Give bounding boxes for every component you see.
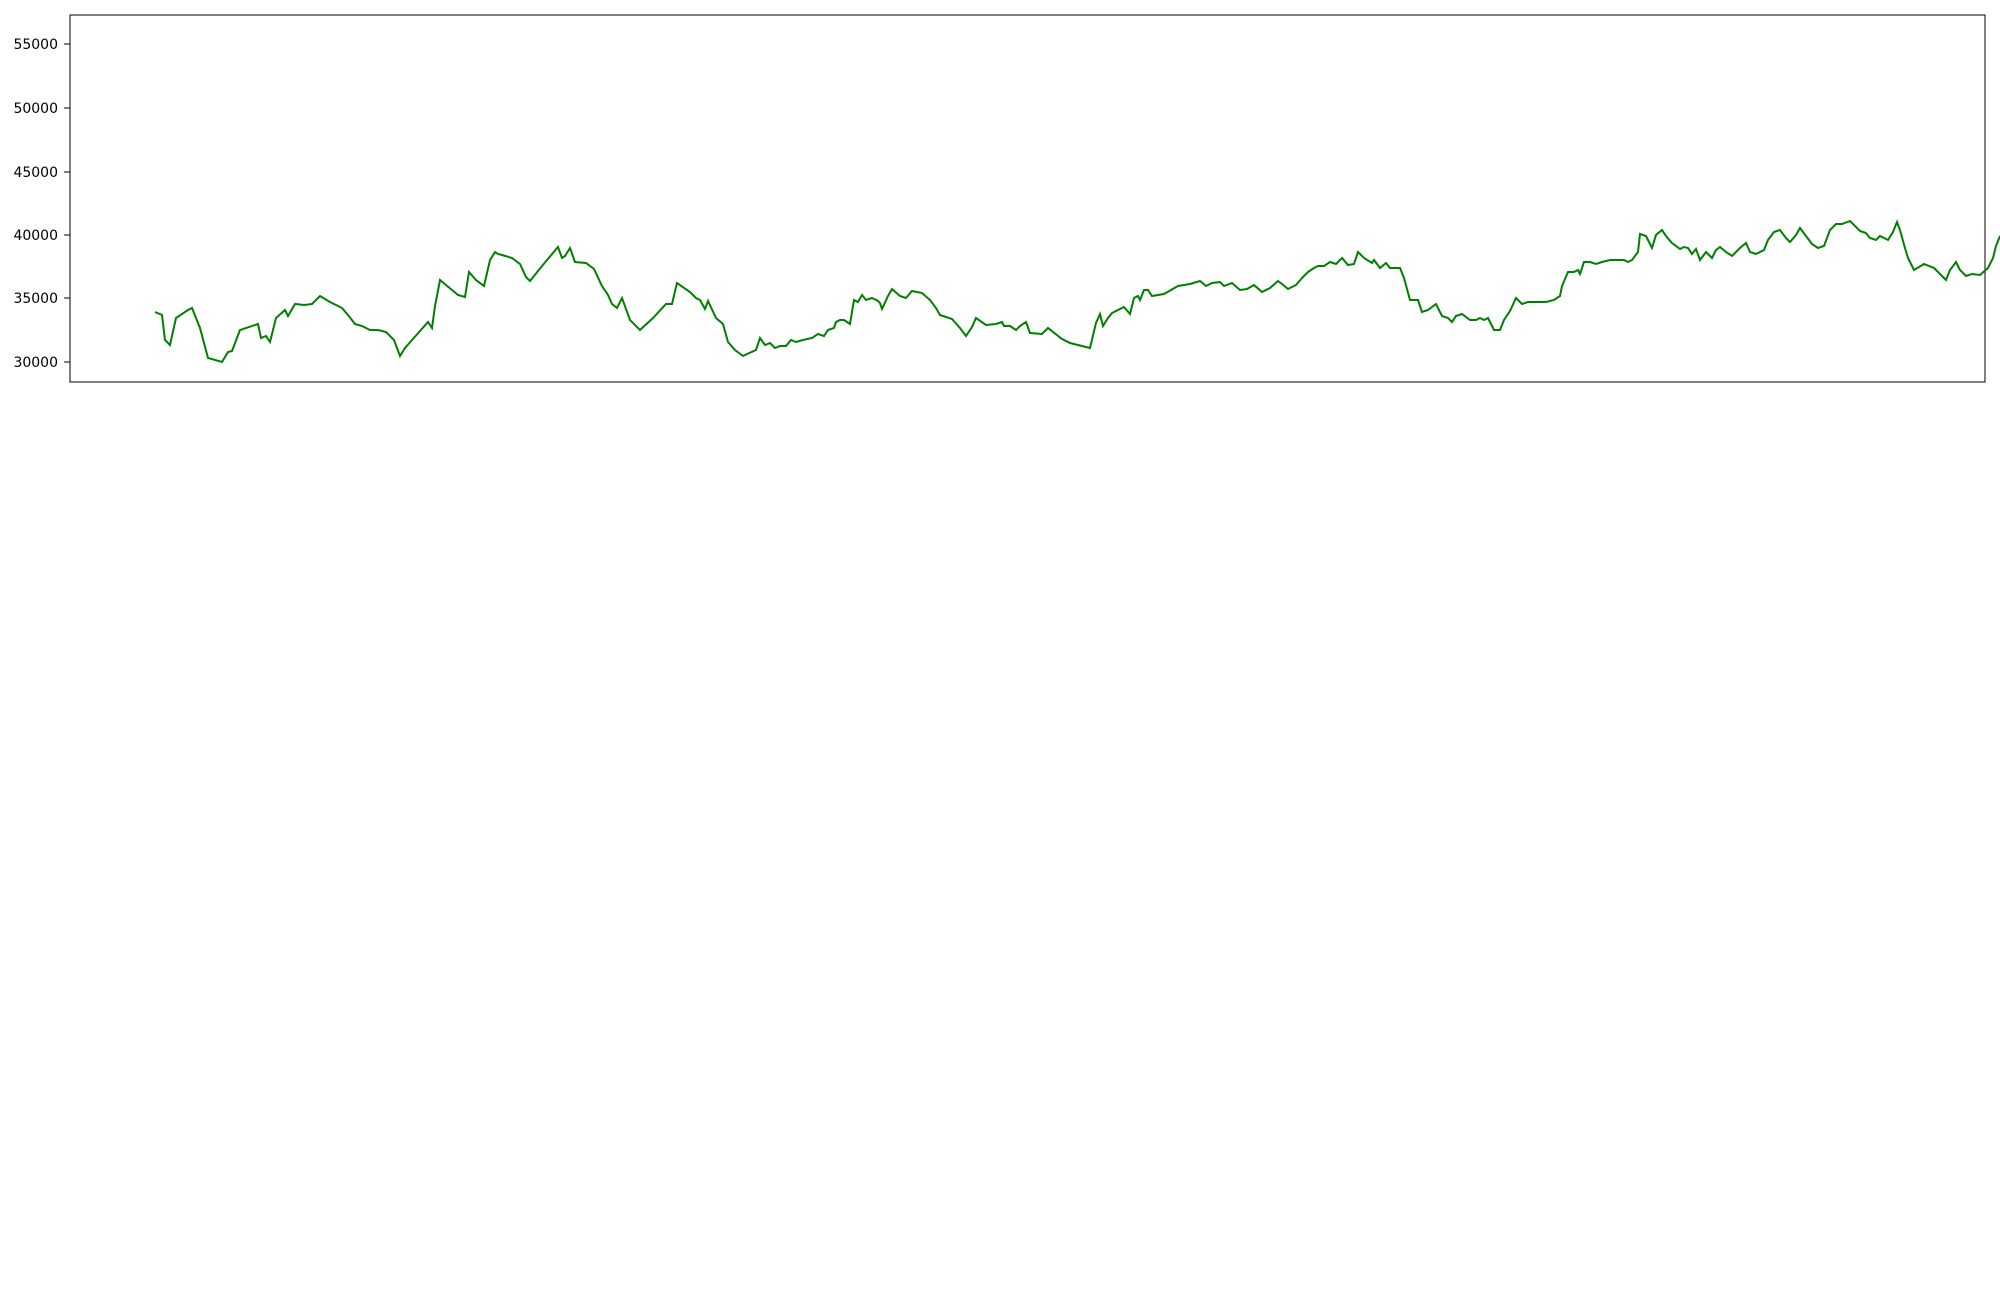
price-ytick-label: 30000: [13, 355, 58, 371]
price-ytick-label: 40000: [13, 228, 58, 244]
price-line: [154, 219, 2000, 364]
price-ytick-label: 50000: [13, 101, 58, 117]
price-panel: 30000 35000 40000 45000 50000 55000: [13, 14, 2000, 383]
price-yticks: 30000 35000 40000 45000 50000 55000: [13, 37, 70, 371]
price-ytick-label: 55000: [13, 37, 58, 53]
price-panel-frame: [69, 14, 1986, 383]
price-ytick-label: 45000: [13, 165, 58, 181]
price-ytick-label: 35000: [13, 291, 58, 307]
